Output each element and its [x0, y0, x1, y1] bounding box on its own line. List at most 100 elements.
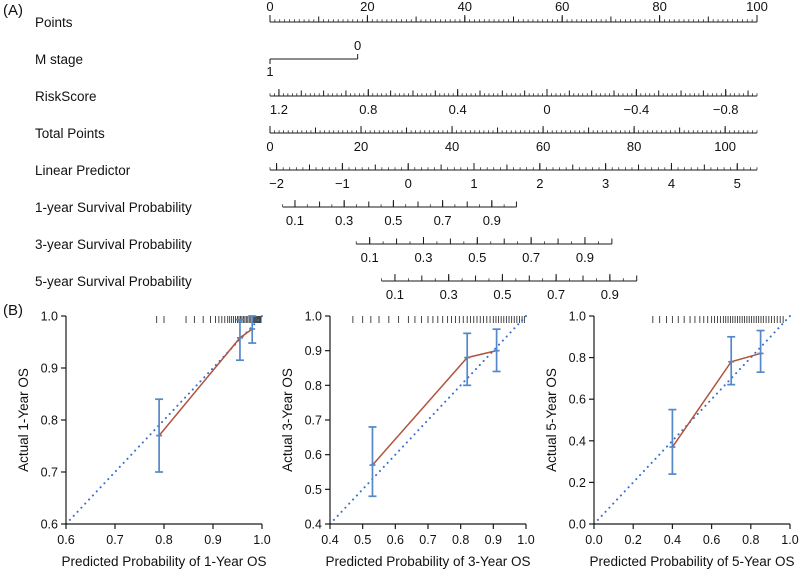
calibration-plots: 0.6 0.7 0.8 0.9 1.0 0.6 0.7 0.8 0.9 1.0 Predicted … — [0, 300, 803, 582]
nomogram-row-survival-5-year: 5-year Survival Probability 0.1 0.3 0.5 0.7 0… — [35, 274, 638, 300]
tick-label: 4 — [668, 176, 675, 191]
x-tick-label: 0.6 — [387, 533, 404, 547]
tick-label: 0.5 — [384, 213, 402, 228]
tick-label: 3 — [602, 176, 609, 191]
nomogram-row-survival-3-year: 3-year Survival Probability 0.1 0.3 0.5 0.7 0… — [35, 237, 613, 265]
y-tick-label: 0.7 — [41, 466, 58, 480]
x-tick-label: 1.0 — [781, 533, 798, 547]
nomogram-row-label: 1-year Survival Probability — [35, 200, 192, 215]
nomogram-row-label: RiskScore — [35, 89, 97, 104]
y-tick-label: 0.4 — [305, 518, 322, 532]
y-tick-label: 0.2 — [569, 476, 586, 490]
tick-label: 40 — [445, 139, 459, 154]
x-tick-label: 0.4 — [321, 533, 338, 547]
calibration-plot-1-year: 0.6 0.7 0.8 0.9 1.0 0.6 0.7 0.8 0.9 1.0 Predicted … — [16, 310, 271, 570]
panel-calibration: (B) 0.6 0.7 0.8 0.9 1.0 0.6 0.7 0.8 0.9 1.0 Predic… — [0, 300, 803, 584]
y-tick-label: 0.0 — [569, 518, 586, 532]
tick-label: 20 — [360, 0, 374, 14]
tick-label: −0.8 — [713, 102, 739, 117]
y-tick-label: 0.7 — [305, 414, 322, 428]
y-tick-label: 1.0 — [41, 310, 58, 324]
nomogram-row-total-points: Total Points 0 20 40 60 80 100 — [35, 126, 758, 154]
y-tick-label: 0.6 — [41, 518, 58, 532]
nomogram-row-risk-score: RiskScore 1.2 0.8 0.4 0 −0.4 −0.8 — [35, 89, 758, 117]
y-tick-label: 0.6 — [569, 393, 586, 407]
calibration-plot-3-year: 0.4 0.5 0.6 0.7 0.8 0.9 1.0 0.4 0.5 0.6 0.7 0.8 0.9 1… — [280, 310, 535, 570]
x-tick-label: 1.0 — [253, 533, 270, 547]
y-tick-label: 0.8 — [569, 351, 586, 365]
x-tick-label: 1.0 — [517, 533, 534, 547]
tick-label: 0 — [405, 176, 412, 191]
y-axis-title: Actual 1-Year OS — [16, 368, 31, 472]
x-tick-label: 0.8 — [155, 533, 172, 547]
x-tick-label: 0.4 — [664, 533, 681, 547]
tick-label: 0.7 — [547, 287, 565, 300]
calibration-line — [671, 352, 761, 448]
tick-label: 0 — [266, 139, 273, 154]
tick-label: 0.1 — [286, 213, 304, 228]
tick-label: 2 — [536, 176, 543, 191]
y-axis-title: Actual 5-Year OS — [544, 368, 559, 472]
tick-label: 60 — [555, 0, 569, 14]
tick-label: 0.3 — [335, 213, 353, 228]
tick-label: 60 — [536, 139, 550, 154]
nomogram-row-linear-predictor: Linear Predictor −2 −1 0 1 2 3 4 5 — [35, 163, 758, 191]
y-tick-label: 0.8 — [305, 379, 322, 393]
y-tick-label: 0.6 — [305, 448, 322, 462]
tick-label: 5 — [734, 176, 741, 191]
tick-label: 0.9 — [601, 287, 619, 300]
y-tick-label: 0.8 — [41, 414, 58, 428]
panel-a-label: (A) — [3, 2, 23, 19]
y-tick-label: 0.9 — [305, 344, 322, 358]
tick-label: −2 — [269, 176, 284, 191]
tick-label: 0.7 — [434, 213, 452, 228]
tick-label: 0.1 — [361, 250, 379, 265]
tick-label: 0.9 — [576, 250, 594, 265]
tick-label: −0.4 — [624, 102, 650, 117]
tick-label: 100 — [714, 139, 736, 154]
nomogram-row-survival-1-year: 1-year Survival Probability 0.1 0.3 0.5 0.7 0… — [35, 200, 517, 228]
calibration-plot-content: 0.6 0.7 0.8 0.9 1.0 0.6 0.7 0.8 0.9 1.0 Predicted … — [16, 310, 271, 570]
nomogram-row-label: Points — [35, 15, 73, 30]
y-tick-label: 1.0 — [569, 310, 586, 324]
x-tick-label: 0.0 — [585, 533, 602, 547]
y-tick-label: 0.4 — [569, 434, 586, 448]
factor-level-label: 1 — [266, 64, 273, 79]
tick-label: 80 — [627, 139, 641, 154]
panel-nomogram: (A) Points 0 20 40 60 80 100 M stage 1 0 RiskScore… — [3, 0, 768, 300]
x-tick-label: 0.7 — [106, 533, 123, 547]
x-tick-label: 0.2 — [625, 533, 642, 547]
x-tick-label: 0.9 — [204, 533, 221, 547]
tick-label: −1 — [335, 176, 350, 191]
tick-label: 1.2 — [270, 102, 288, 117]
nomogram-row-points: Points 0 20 40 60 80 100 — [35, 0, 768, 30]
nomogram-row-label: Linear Predictor — [35, 163, 131, 178]
y-axis-title: Actual 3-Year OS — [280, 368, 295, 472]
x-tick-label: 0.8 — [452, 533, 469, 547]
y-tick-label: 1.0 — [305, 310, 322, 324]
tick-label: 0.7 — [522, 250, 540, 265]
nomogram-row-label: M stage — [35, 52, 83, 67]
y-tick-label: 0.5 — [305, 483, 322, 497]
calibration-line — [158, 328, 253, 437]
x-tick-label: 0.6 — [703, 533, 720, 547]
tick-label: 0.1 — [386, 287, 404, 300]
tick-label: 0.9 — [483, 213, 501, 228]
tick-label: 0 — [266, 0, 273, 14]
tick-label: 1 — [470, 176, 477, 191]
x-axis-title: Predicted Probability of 5-Year OS — [589, 554, 794, 569]
nomogram-row-m-stage: M stage 1 0 — [35, 38, 361, 79]
calibration-line — [371, 349, 497, 466]
x-tick-label: 0.8 — [742, 533, 759, 547]
factor-level-label: 0 — [354, 38, 361, 53]
tick-label: 0.3 — [414, 250, 432, 265]
nomogram-row-label: 3-year Survival Probability — [35, 237, 192, 252]
nomogram-row-label: Total Points — [35, 126, 105, 141]
tick-label: 20 — [354, 139, 368, 154]
x-axis-title: Predicted Probability of 1-Year OS — [61, 554, 266, 569]
x-tick-label: 0.7 — [419, 533, 436, 547]
tick-label: 0.3 — [440, 287, 458, 300]
calibration-plot-content: 0.4 0.5 0.6 0.7 0.8 0.9 1.0 0.4 0.5 0.6 0.7 0.8 0.9 1… — [280, 310, 535, 570]
tick-label: 0 — [543, 102, 550, 117]
